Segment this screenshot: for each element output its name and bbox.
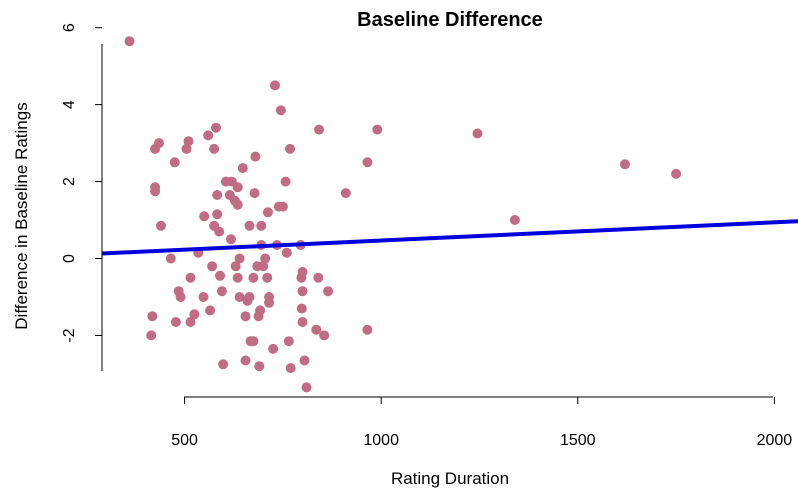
data-point (297, 286, 308, 297)
data-point (262, 207, 273, 218)
data-point (340, 188, 351, 199)
data-point (234, 253, 245, 264)
data-point (283, 336, 294, 347)
data-point (270, 80, 280, 91)
x-ticks: 500 1000 1500 2000 (171, 397, 792, 449)
y-tick-label: 0 (61, 254, 78, 263)
data-point (313, 272, 324, 283)
data-point (297, 317, 308, 327)
data-point (198, 292, 209, 302)
data-point (323, 286, 334, 297)
data-point (262, 272, 273, 283)
data-point (147, 311, 158, 322)
data-point (209, 143, 220, 154)
data-point (264, 297, 275, 308)
data-point (199, 211, 210, 222)
data-point (362, 324, 373, 335)
x-tick-label: 1000 (363, 432, 399, 449)
data-point (299, 355, 310, 366)
data-point (248, 272, 259, 283)
data-point (156, 220, 166, 231)
data-point (212, 190, 223, 200)
data-point (281, 247, 292, 258)
data-point (258, 261, 269, 272)
data-point (165, 253, 176, 264)
data-point (297, 267, 308, 277)
y-tick-label: -2 (61, 328, 78, 342)
data-point (154, 138, 164, 149)
data-point (244, 220, 255, 231)
x-tick-label: 1500 (560, 432, 596, 449)
data-point (285, 143, 295, 154)
data-point (146, 330, 157, 341)
y-ticks: -2 0 2 4 6 (61, 23, 102, 343)
data-point (150, 186, 161, 197)
data-point (620, 159, 630, 170)
data-point (215, 270, 225, 281)
data-point (205, 305, 216, 316)
data-point (232, 199, 243, 210)
data-point (124, 36, 135, 47)
data-point (232, 182, 243, 193)
data-point (185, 272, 196, 283)
y-tick-label: 2 (61, 177, 78, 186)
y-tick-label: 4 (61, 100, 78, 109)
data-point (254, 361, 265, 372)
data-point (260, 253, 271, 264)
data-point (183, 136, 194, 147)
data-point (232, 272, 243, 283)
data-point (212, 209, 223, 220)
data-point (230, 261, 241, 272)
data-point (207, 261, 218, 272)
data-point (175, 292, 186, 302)
data-point (185, 317, 196, 327)
data-point (319, 330, 330, 341)
data-point (268, 343, 279, 354)
points-layer (124, 36, 682, 393)
data-point (226, 234, 236, 245)
data-point (671, 168, 682, 179)
data-point (203, 130, 214, 141)
data-point (249, 188, 260, 199)
data-point (237, 163, 248, 174)
data-point (285, 363, 296, 374)
y-tick-label: 6 (61, 23, 78, 32)
data-point (362, 157, 373, 168)
data-point (372, 124, 383, 135)
data-point (240, 311, 251, 322)
data-point (214, 226, 225, 237)
data-point (170, 317, 181, 327)
data-point (189, 309, 200, 320)
data-point (216, 286, 227, 297)
data-point (301, 382, 312, 393)
data-point (280, 176, 291, 187)
x-axis-label: Rating Duration (391, 469, 509, 488)
data-point (296, 303, 307, 314)
data-point (169, 157, 180, 168)
data-point (311, 324, 322, 335)
y-axis-label: Difference in Baseline Ratings (12, 102, 31, 329)
data-point (218, 359, 229, 370)
x-tick-label: 2000 (757, 432, 793, 449)
regression-line (101, 219, 798, 256)
data-point (277, 201, 288, 212)
chart-title: Baseline Difference (357, 9, 543, 31)
data-point (240, 355, 251, 366)
data-point (509, 215, 520, 225)
regression-layer (101, 219, 798, 256)
data-point (472, 128, 483, 139)
data-point (256, 220, 267, 231)
data-point (244, 292, 255, 302)
data-point (211, 122, 221, 133)
data-point (250, 151, 261, 162)
data-point (181, 143, 192, 154)
data-point (234, 292, 245, 302)
data-point (248, 336, 259, 347)
data-point (255, 305, 266, 316)
x-tick-label: 500 (171, 432, 198, 449)
data-point (314, 124, 325, 135)
data-point (275, 105, 286, 116)
